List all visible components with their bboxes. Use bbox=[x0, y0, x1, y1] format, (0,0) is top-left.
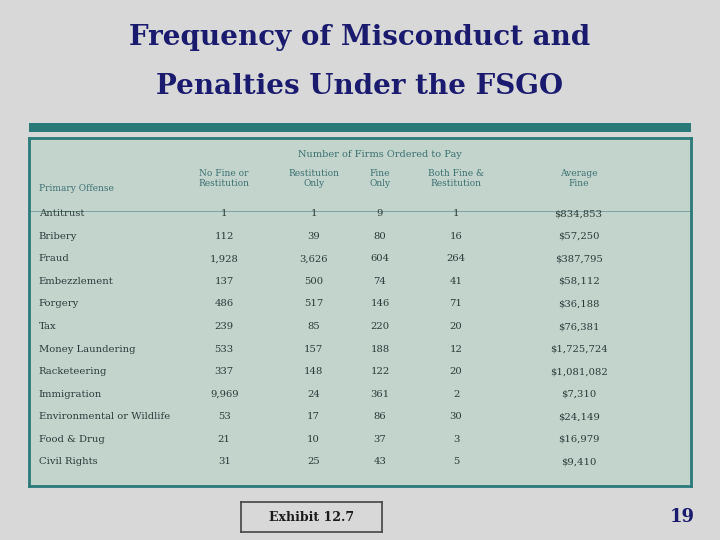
Text: $1,081,082: $1,081,082 bbox=[549, 367, 608, 376]
Text: 20: 20 bbox=[450, 322, 462, 331]
Text: 533: 533 bbox=[215, 345, 234, 354]
Text: 517: 517 bbox=[304, 299, 323, 308]
Text: Frequency of Misconduct and: Frequency of Misconduct and bbox=[130, 24, 590, 51]
Text: 9: 9 bbox=[377, 209, 383, 218]
Text: 24: 24 bbox=[307, 390, 320, 399]
Text: Racketeering: Racketeering bbox=[39, 367, 107, 376]
Text: Penalties Under the FSGO: Penalties Under the FSGO bbox=[156, 73, 564, 100]
Text: 220: 220 bbox=[370, 322, 390, 331]
Text: 361: 361 bbox=[370, 390, 390, 399]
Text: 1: 1 bbox=[310, 209, 317, 218]
Text: Fraud: Fraud bbox=[39, 254, 70, 264]
Text: 19: 19 bbox=[670, 509, 695, 526]
Text: 53: 53 bbox=[218, 413, 230, 421]
Text: $9,410: $9,410 bbox=[561, 457, 596, 467]
Text: 604: 604 bbox=[370, 254, 390, 264]
Text: 20: 20 bbox=[450, 367, 462, 376]
Text: 146: 146 bbox=[370, 299, 390, 308]
Text: 71: 71 bbox=[449, 299, 462, 308]
Text: 137: 137 bbox=[215, 277, 234, 286]
Text: 112: 112 bbox=[215, 232, 234, 241]
Text: Bribery: Bribery bbox=[39, 232, 77, 241]
Text: 30: 30 bbox=[450, 413, 462, 421]
Text: Forgery: Forgery bbox=[39, 299, 79, 308]
Text: Antitrust: Antitrust bbox=[39, 209, 84, 218]
Text: Environmental or Wildlife: Environmental or Wildlife bbox=[39, 413, 170, 421]
Text: Average
Fine: Average Fine bbox=[560, 169, 598, 188]
Text: Money Laundering: Money Laundering bbox=[39, 345, 135, 354]
Text: 74: 74 bbox=[374, 277, 387, 286]
Text: 9,969: 9,969 bbox=[210, 390, 238, 399]
Text: $57,250: $57,250 bbox=[558, 232, 599, 241]
Text: Food & Drug: Food & Drug bbox=[39, 435, 104, 444]
Text: $24,149: $24,149 bbox=[558, 413, 600, 421]
Text: 41: 41 bbox=[449, 277, 462, 286]
Text: 148: 148 bbox=[304, 367, 323, 376]
Text: $16,979: $16,979 bbox=[558, 435, 599, 444]
Text: $387,795: $387,795 bbox=[554, 254, 603, 264]
Text: 3: 3 bbox=[453, 435, 459, 444]
Text: 122: 122 bbox=[370, 367, 390, 376]
Text: $7,310: $7,310 bbox=[561, 390, 596, 399]
Text: 5: 5 bbox=[453, 457, 459, 467]
Text: 80: 80 bbox=[374, 232, 386, 241]
Text: $58,112: $58,112 bbox=[558, 277, 600, 286]
Text: 25: 25 bbox=[307, 457, 320, 467]
Text: Immigration: Immigration bbox=[39, 390, 102, 399]
Text: 1: 1 bbox=[453, 209, 459, 218]
Text: 2: 2 bbox=[453, 390, 459, 399]
Text: 157: 157 bbox=[304, 345, 323, 354]
Text: Number of Firms Ordered to Pay: Number of Firms Ordered to Pay bbox=[298, 150, 462, 159]
Text: 43: 43 bbox=[374, 457, 387, 467]
Text: Restitution
Only: Restitution Only bbox=[288, 169, 339, 188]
Text: 39: 39 bbox=[307, 232, 320, 241]
Text: 486: 486 bbox=[215, 299, 234, 308]
Text: 337: 337 bbox=[215, 367, 234, 376]
Text: Civil Rights: Civil Rights bbox=[39, 457, 97, 467]
Text: Both Fine &
Restitution: Both Fine & Restitution bbox=[428, 169, 484, 188]
Text: $76,381: $76,381 bbox=[558, 322, 599, 331]
Text: $1,725,724: $1,725,724 bbox=[549, 345, 608, 354]
Text: Primary Offense: Primary Offense bbox=[39, 185, 114, 193]
Text: 86: 86 bbox=[374, 413, 386, 421]
Text: Embezzlement: Embezzlement bbox=[39, 277, 114, 286]
Text: 1,928: 1,928 bbox=[210, 254, 238, 264]
Text: 85: 85 bbox=[307, 322, 320, 331]
Text: 1: 1 bbox=[221, 209, 228, 218]
Text: Fine
Only: Fine Only bbox=[369, 169, 390, 188]
Text: 21: 21 bbox=[217, 435, 230, 444]
Text: 37: 37 bbox=[374, 435, 386, 444]
Text: No Fine or
Restitution: No Fine or Restitution bbox=[199, 169, 250, 188]
Text: 16: 16 bbox=[450, 232, 462, 241]
Text: $36,188: $36,188 bbox=[558, 299, 599, 308]
Text: 17: 17 bbox=[307, 413, 320, 421]
Text: 3,626: 3,626 bbox=[300, 254, 328, 264]
Text: 31: 31 bbox=[217, 457, 230, 467]
Text: 12: 12 bbox=[449, 345, 462, 354]
Text: 188: 188 bbox=[370, 345, 390, 354]
Text: $834,853: $834,853 bbox=[554, 209, 603, 218]
Text: 264: 264 bbox=[446, 254, 466, 264]
Text: Tax: Tax bbox=[39, 322, 56, 331]
Text: Exhibit 12.7: Exhibit 12.7 bbox=[269, 510, 354, 524]
Text: 500: 500 bbox=[304, 277, 323, 286]
Text: 10: 10 bbox=[307, 435, 320, 444]
Text: 239: 239 bbox=[215, 322, 234, 331]
